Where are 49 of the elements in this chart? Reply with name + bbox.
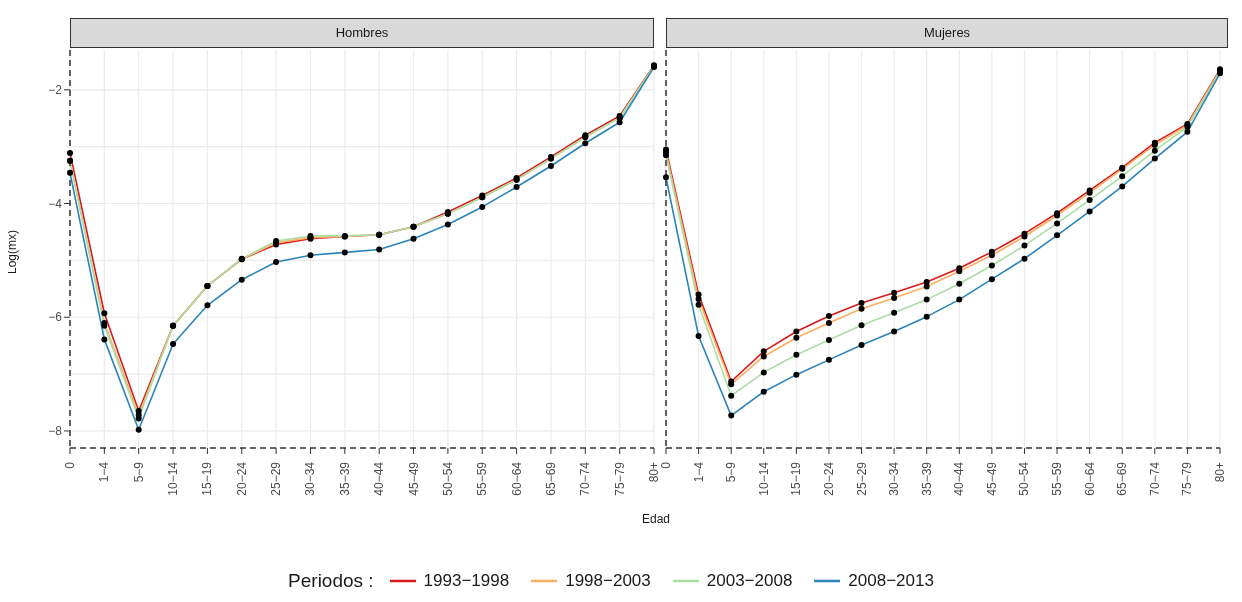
y-tick-label: −6 — [48, 310, 63, 325]
x-tick-label: 5−9 — [724, 461, 739, 483]
x-tick-label: 55−59 — [1050, 461, 1065, 496]
x-tick-label: 40−44 — [952, 461, 967, 496]
x-tick-label: 25−29 — [854, 461, 869, 496]
x-tick-label: 30−34 — [887, 461, 902, 496]
x-tick-label: 10−14 — [166, 461, 181, 496]
x-tick-label: 50−54 — [1017, 461, 1032, 496]
x-tick-label: 45−49 — [984, 461, 999, 496]
x-tick-label: 70−74 — [578, 461, 593, 496]
y-axis-title: Log(mx) — [5, 229, 20, 274]
legend-label: 2003−2008 — [706, 571, 793, 591]
x-tick-label: 65−69 — [543, 461, 558, 496]
legend-title: Periodos : — [288, 570, 374, 592]
y-tick-label: −4 — [48, 196, 63, 211]
x-tick-label: 5−9 — [131, 461, 146, 483]
x-tick-label: 65−69 — [1115, 461, 1130, 496]
x-tick-label: 60−64 — [1082, 461, 1097, 496]
legend-label: 2008−2013 — [848, 571, 934, 591]
x-tick-label: 55−59 — [475, 461, 490, 496]
x-tick-label: 75−79 — [1180, 461, 1195, 496]
chart-title: Mujeres — [666, 18, 1228, 48]
y-tick-label: −8 — [48, 424, 63, 439]
x-tick-label: 20−24 — [234, 461, 249, 496]
x-tick-label: 70−74 — [1147, 461, 1162, 496]
x-tick-label: 20−24 — [821, 461, 836, 496]
y-tick-label: −2 — [48, 83, 63, 98]
legend-label: 1998−2003 — [565, 571, 651, 591]
x-tick-label: 40−44 — [372, 461, 387, 496]
x-tick-label: 15−19 — [789, 461, 804, 496]
x-tick-label: 80+ — [647, 462, 661, 483]
x-tick-label: 50−54 — [440, 461, 455, 496]
x-tick-label: 60−64 — [509, 461, 524, 496]
x-tick-label: 10−14 — [756, 461, 771, 496]
x-tick-label: 1−4 — [691, 461, 706, 483]
x-tick-label: 75−79 — [612, 461, 627, 496]
x-tick-label: 1−4 — [97, 461, 112, 483]
x-tick-label: 15−19 — [200, 461, 215, 496]
x-tick-label: 30−34 — [303, 461, 318, 496]
x-axis-title: Edad — [641, 512, 671, 526]
x-tick-label: 35−39 — [919, 461, 934, 496]
x-tick-label: 35−39 — [337, 461, 352, 496]
x-tick-label: 0 — [63, 461, 77, 469]
chart-title: Hombres — [70, 18, 654, 48]
x-tick-label: 80+ — [1213, 462, 1227, 483]
legend-label: 1993−1998 — [423, 571, 510, 591]
x-tick-label: 0 — [659, 461, 673, 469]
x-tick-label: 45−49 — [406, 461, 421, 496]
x-tick-label: 25−29 — [269, 461, 284, 496]
